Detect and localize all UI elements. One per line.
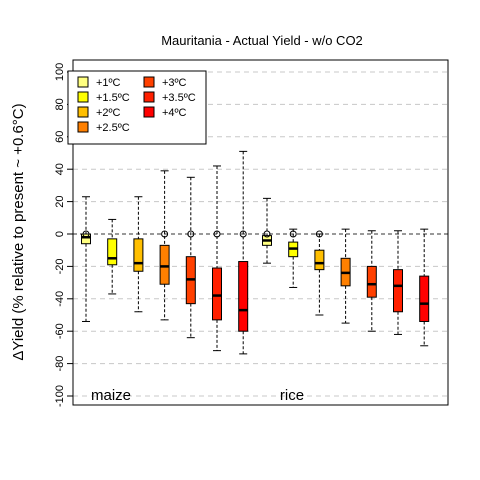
iqr-box [212,267,222,321]
y-tick-label: -100 [54,385,66,407]
box-plot [185,176,196,339]
y-axis: -100 -80 -60 -40 -20 0 20 40 60 80 100 [54,63,73,407]
y-tick-label: -20 [54,258,66,274]
iqr-box [366,265,377,298]
outlier-point [239,230,247,238]
box-plot [81,196,91,322]
plot-frame [72,59,449,406]
y-tick-label: -60 [54,323,66,339]
y-tick-label: 100 [54,63,66,81]
group-label: maize [91,387,131,404]
y-tick-label: 40 [54,163,66,175]
y-tick-label: 0 [54,231,66,237]
outlier-point [213,230,221,238]
iqr-box [393,269,403,313]
box-plot [133,196,144,313]
legend-swatch [143,106,155,118]
legend-label: +3ºC [162,77,187,89]
legend-label: +2.5ºC [96,122,130,134]
legend-label: +1ºC [96,77,121,89]
chart-title: Mauritania - Actual Yield - w/o CO2 [161,33,363,48]
y-axis-label: ΔYield (% relative to present ~ +0.6°C) [10,103,27,360]
y-tick-label: 20 [54,195,66,207]
legend-label: +4ºC [162,107,187,119]
y-tick-label: 60 [54,131,66,143]
legend-label: +3.5ºC [162,92,196,104]
box-plot [288,228,299,288]
legend-swatch [77,121,89,133]
outlier-point [263,230,271,238]
box-plot [159,170,170,321]
y-tick-label: 80 [54,98,66,110]
legend-swatch [143,91,155,103]
iqr-box [107,238,118,266]
y-tick-label: -80 [54,356,66,372]
box-plot [419,228,430,347]
iqr-box [419,275,430,322]
legend-swatch [77,91,89,103]
outlier-point [187,230,195,238]
outlier-point [289,230,297,238]
outlier-point [82,230,90,238]
legend: +1ºC +1.5ºC +2ºC +2.5ºC +3ºC +3.5ºC +4ºC [67,70,207,145]
y-tick-label: -40 [54,291,66,307]
legend-label: +1.5ºC [96,92,130,104]
box-plot [107,218,118,295]
iqr-box [314,249,325,271]
group-labels: maize rice [91,387,304,404]
iqr-box [81,233,91,245]
legend-swatch [77,106,89,118]
group-label: rice [280,387,304,404]
legend-label: +2ºC [96,107,121,119]
iqr-box [238,261,249,332]
legend-box [67,70,207,145]
legend-swatch [77,76,89,88]
box-plots [81,150,430,355]
box-plot [393,230,403,335]
box-plot [262,197,272,264]
box-plot [238,150,249,355]
box-plot [314,230,325,316]
box-plot [366,230,377,332]
box-plot [212,165,222,352]
iqr-box [133,238,144,272]
outlier-point [315,230,323,238]
box-plot [340,228,351,324]
outlier-point [161,230,169,238]
iqr-box [159,244,170,285]
legend-swatch [143,76,155,88]
